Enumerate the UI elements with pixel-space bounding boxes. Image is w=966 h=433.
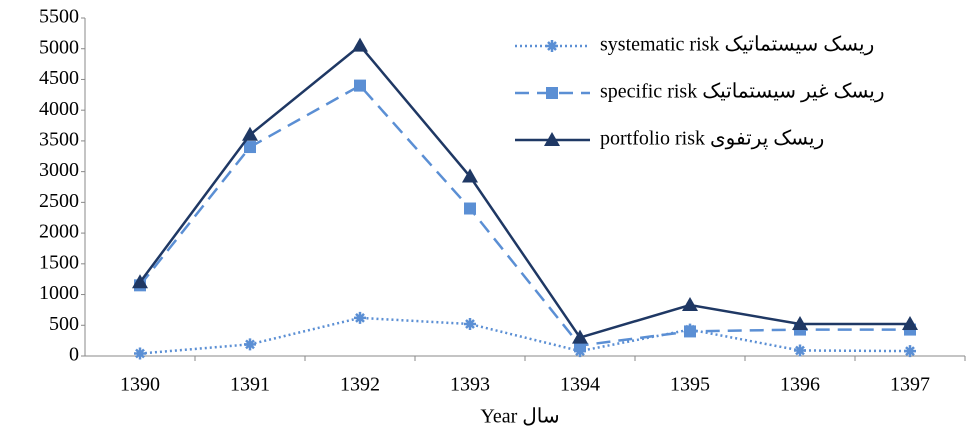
marker xyxy=(244,141,256,154)
series-line xyxy=(138,43,910,340)
marker xyxy=(134,347,146,360)
marker xyxy=(462,168,478,183)
y-tick-label: 1000 xyxy=(39,282,79,304)
marker xyxy=(352,37,368,52)
series-line xyxy=(139,84,910,347)
legend-label: portfolio risk ریسک پرتفوی xyxy=(600,128,824,150)
y-tick-label: 5000 xyxy=(39,36,79,58)
y-tick-label: 4500 xyxy=(39,67,79,89)
marker xyxy=(546,87,558,99)
x-tick-label: 1396 xyxy=(780,374,820,396)
y-tick-label: 3500 xyxy=(39,129,79,151)
x-tick-label: 1391 xyxy=(230,374,270,396)
y-tick-label: 2000 xyxy=(39,221,79,243)
y-tick-label: 500 xyxy=(49,313,79,335)
y-tick-label: 2500 xyxy=(39,190,79,212)
marker xyxy=(354,79,366,92)
marker xyxy=(244,338,256,351)
y-tick-label: 5500 xyxy=(39,6,79,28)
marker xyxy=(682,296,698,311)
x-tick-label: 1397 xyxy=(890,374,930,396)
marker xyxy=(902,316,918,331)
y-tick-label: 3000 xyxy=(39,159,79,181)
series-line xyxy=(139,316,911,355)
marker xyxy=(544,132,560,146)
y-tick-label: 0 xyxy=(69,344,79,366)
y-tick-label: 1500 xyxy=(39,251,79,273)
x-tick-label: 1395 xyxy=(670,374,710,396)
marker xyxy=(464,202,476,215)
x-axis-label: Year سال xyxy=(480,406,559,428)
marker xyxy=(904,345,916,358)
marker xyxy=(464,318,476,331)
marker xyxy=(546,40,558,52)
marker xyxy=(132,274,148,289)
x-tick-label: 1393 xyxy=(450,374,490,396)
marker xyxy=(572,329,588,344)
legend-label: systematic risk ریسک سیستماتیک xyxy=(600,34,874,56)
marker xyxy=(792,316,808,331)
marker xyxy=(684,325,696,338)
marker xyxy=(242,126,258,141)
marker xyxy=(354,311,366,324)
marker xyxy=(794,344,806,357)
y-tick-label: 4000 xyxy=(39,98,79,120)
legend-label: specific risk ریسک غیر سیستماتیک xyxy=(600,81,885,103)
x-tick-label: 1394 xyxy=(560,374,600,396)
x-tick-label: 1390 xyxy=(120,374,160,396)
x-tick-label: 1392 xyxy=(340,374,380,396)
